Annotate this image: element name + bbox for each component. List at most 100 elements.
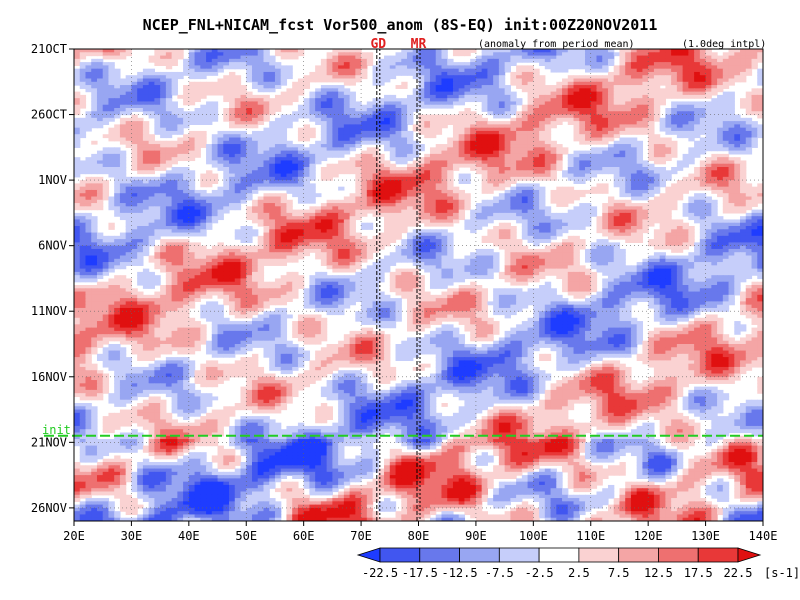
heatmap-cell xyxy=(441,91,448,96)
heatmap-cell xyxy=(441,52,448,57)
heatmap-cell xyxy=(585,75,592,80)
heatmap-cell xyxy=(533,81,540,86)
heatmap-cell xyxy=(229,58,236,63)
heatmap-cell xyxy=(257,88,265,93)
heatmap-cell xyxy=(636,88,644,93)
heatmap-cell xyxy=(487,91,494,96)
heatmap-cell xyxy=(642,49,649,53)
heatmap-cell xyxy=(418,130,425,135)
heatmap-cell xyxy=(619,75,626,80)
heatmap-cell xyxy=(257,58,265,63)
heatmap-cell xyxy=(740,58,747,63)
heatmap-cell xyxy=(452,62,460,66)
heatmap-cell xyxy=(751,94,758,99)
heatmap-cell xyxy=(320,78,328,83)
heatmap-cell xyxy=(108,85,115,89)
heatmap-cell xyxy=(79,170,87,175)
heatmap-cell xyxy=(102,88,110,93)
heatmap-cell xyxy=(234,49,242,53)
heatmap-cell xyxy=(567,75,575,80)
heatmap-cell xyxy=(114,88,121,93)
heatmap-cell xyxy=(630,52,638,57)
heatmap-cell xyxy=(539,88,546,93)
heatmap-cell xyxy=(171,85,178,89)
heatmap-cell xyxy=(757,58,763,63)
heatmap-cell xyxy=(619,94,626,99)
heatmap-cell xyxy=(504,52,511,57)
heatmap-cell xyxy=(487,71,494,76)
heatmap-cell xyxy=(102,78,110,83)
heatmap-cell xyxy=(200,58,207,63)
heatmap-cell xyxy=(217,68,224,73)
heatmap-cell xyxy=(171,88,178,93)
heatmap-cell xyxy=(550,199,557,204)
heatmap-cell xyxy=(487,58,494,63)
heatmap-cell xyxy=(165,81,173,86)
heatmap-cell xyxy=(682,189,689,194)
heatmap-cell xyxy=(389,62,397,66)
heatmap-cell xyxy=(384,147,391,152)
heatmap-cell xyxy=(384,78,391,83)
heatmap-cell xyxy=(607,94,615,99)
heatmap-cell xyxy=(562,62,569,66)
heatmap-cell xyxy=(96,85,104,89)
heatmap-cell xyxy=(607,52,615,57)
heatmap-cell xyxy=(418,104,425,109)
heatmap-cell xyxy=(251,52,259,57)
heatmap-cell xyxy=(206,121,213,125)
heatmap-cell xyxy=(447,85,454,89)
heatmap-cell xyxy=(550,58,557,63)
heatmap-cell xyxy=(257,71,265,76)
heatmap-cell xyxy=(269,71,276,76)
heatmap-cell xyxy=(722,65,730,70)
heatmap-cell xyxy=(544,58,552,63)
heatmap-cell xyxy=(211,58,219,63)
heatmap-cell xyxy=(91,68,98,73)
heatmap-cell xyxy=(154,78,161,83)
heatmap-cell xyxy=(562,94,569,99)
heatmap-cell xyxy=(556,52,563,57)
heatmap-cell xyxy=(516,85,523,89)
heatmap-cell xyxy=(659,58,666,63)
heatmap-cell xyxy=(320,75,328,80)
heatmap-cell xyxy=(309,98,316,103)
heatmap-cell xyxy=(223,91,230,96)
heatmap-cell xyxy=(539,49,546,53)
heatmap-cell xyxy=(343,62,351,66)
heatmap-cell xyxy=(160,167,167,171)
heatmap-cell xyxy=(349,55,356,60)
heatmap-cell xyxy=(717,85,724,89)
heatmap-cell xyxy=(114,52,121,57)
heatmap-cell xyxy=(332,85,339,89)
heatmap-cell xyxy=(229,65,236,70)
heatmap-cell xyxy=(613,183,621,188)
heatmap-cell xyxy=(246,71,253,76)
heatmap-cell xyxy=(602,52,609,57)
heatmap-cell xyxy=(79,94,87,99)
heatmap-cell xyxy=(607,85,615,89)
heatmap-cell xyxy=(734,62,741,66)
heatmap-cell xyxy=(223,117,230,122)
heatmap-cell xyxy=(516,68,523,73)
heatmap-cell xyxy=(217,65,224,70)
heatmap-cell xyxy=(269,186,276,191)
heatmap-cell xyxy=(728,65,735,70)
heatmap-cell xyxy=(636,62,644,66)
heatmap-cell xyxy=(676,62,684,66)
heatmap-cell xyxy=(590,65,598,70)
heatmap-cell xyxy=(452,52,460,57)
heatmap-cell xyxy=(424,71,431,76)
heatmap-cell xyxy=(292,117,299,122)
heatmap-cell xyxy=(435,62,443,66)
heatmap-cell xyxy=(539,62,546,66)
heatmap-cell xyxy=(85,52,92,57)
heatmap-cell xyxy=(585,55,592,60)
heatmap-cell xyxy=(338,94,345,99)
heatmap-cell xyxy=(498,186,506,191)
heatmap-cell xyxy=(343,98,351,103)
heatmap-cell xyxy=(303,199,311,204)
heatmap-cell xyxy=(596,62,603,66)
heatmap-cell xyxy=(125,81,133,86)
heatmap-cell xyxy=(79,49,87,53)
heatmap-cell xyxy=(200,183,207,188)
